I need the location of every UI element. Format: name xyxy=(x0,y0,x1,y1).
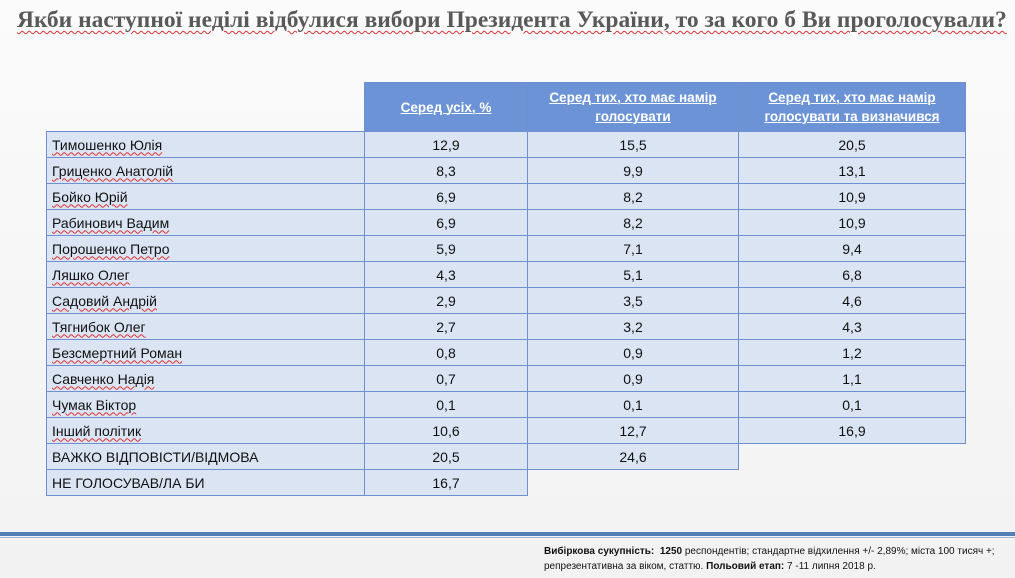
field-label: Польовий етап: xyxy=(706,561,785,572)
value-intend-decided: 1,1 xyxy=(738,365,966,392)
value-intend-decided: 9,4 xyxy=(738,235,966,262)
candidate-name: Савченко Надія xyxy=(52,370,155,387)
table-row: Порошенко Петро 5,9 7,1 9,4 xyxy=(46,235,966,262)
row-name: Гриценко Анатолій xyxy=(46,157,365,184)
value-all: 0,1 xyxy=(364,391,528,418)
empty-cell xyxy=(739,470,966,496)
row-name: Тимошенко Юлія xyxy=(46,131,365,158)
value-all: 2,9 xyxy=(364,287,528,314)
sample-label: Вибіркова сукупність: xyxy=(544,546,655,557)
value-intend: 9,9 xyxy=(527,157,739,184)
sample-text: респондентів; стандартне відхилення +/- … xyxy=(544,546,995,572)
candidate-name: Гриценко Анатолій xyxy=(52,162,174,179)
candidate-name: Тягнибок Олег xyxy=(52,318,146,335)
value-intend-decided: 10,9 xyxy=(738,209,966,236)
header-all: Серед усіх, % xyxy=(364,82,528,132)
value-all: 2,7 xyxy=(364,313,528,340)
methodology-note: Вибіркова сукупність: 1250 респондентів;… xyxy=(544,544,1014,574)
candidate-name: Ляшко Олег xyxy=(52,266,130,283)
table-row: Савченко Надія 0,7 0,9 1,1 xyxy=(46,365,966,392)
row-name: НЕ ГОЛОСУВАВ/ЛА БИ xyxy=(46,469,365,496)
value-intend-decided: 0,1 xyxy=(738,391,966,418)
value-all: 12,9 xyxy=(364,131,528,158)
sample-size: 1250 xyxy=(659,546,683,557)
header-blank-cell xyxy=(47,83,365,132)
value-intend-decided: 13,1 xyxy=(738,157,966,184)
row-name: Інший політик xyxy=(46,417,365,444)
field-dates: 7 -11 липня 2018 р. xyxy=(787,561,876,572)
header-intend-to-vote: Серед тих, хто має намір голосувати xyxy=(527,82,739,132)
value-intend: 0,9 xyxy=(527,339,739,366)
value-all: 4,3 xyxy=(364,261,528,288)
row-name: Бойко Юрій xyxy=(46,183,365,210)
value-intend: 0,1 xyxy=(527,391,739,418)
value-intend-decided: 10,9 xyxy=(738,183,966,210)
value-all: 20,5 xyxy=(364,443,528,470)
value-intend: 8,2 xyxy=(527,209,739,236)
value-all: 16,7 xyxy=(364,469,528,496)
value-intend-decided: 1,2 xyxy=(738,339,966,366)
value-intend: 3,2 xyxy=(527,313,739,340)
table-row: Безсмертний Роман 0,8 0,9 1,2 xyxy=(46,339,966,366)
row-name: Савченко Надія xyxy=(46,365,365,392)
candidate-name: Безсмертний Роман xyxy=(52,344,183,361)
footer-divider xyxy=(0,532,1015,536)
not-voting-row: НЕ ГОЛОСУВАВ/ЛА БИ 16,7 xyxy=(46,469,966,496)
candidate-name: Рабинович Вадим xyxy=(52,214,170,231)
value-all: 10,6 xyxy=(364,417,528,444)
empty-cell xyxy=(739,444,966,470)
candidate-name: Тимошенко Юлія xyxy=(52,136,163,153)
empty-cell xyxy=(528,470,739,496)
value-intend-decided: 16,9 xyxy=(738,417,966,444)
table-row: Ляшко Олег 4,3 5,1 6,8 xyxy=(46,261,966,288)
row-name: Безсмертний Роман xyxy=(46,339,365,366)
row-name: Садовий Андрій xyxy=(46,287,365,314)
table-row: Тягнибок Олег 2,7 3,2 4,3 xyxy=(46,313,966,340)
value-intend: 15,5 xyxy=(527,131,739,158)
value-intend-decided: 4,3 xyxy=(738,313,966,340)
table-row: Бойко Юрій 6,9 8,2 10,9 xyxy=(46,183,966,210)
row-name: Рабинович Вадим xyxy=(46,209,365,236)
header-intend-and-decided: Серед тих, хто має намір голосувати та в… xyxy=(738,82,966,132)
footer-divider-thin xyxy=(0,537,1015,538)
table-row: Чумак Віктор 0,1 0,1 0,1 xyxy=(46,391,966,418)
candidate-name: Порошенко Петро xyxy=(52,240,170,257)
row-name: Ляшко Олег xyxy=(46,261,365,288)
candidate-name: Садовий Андрій xyxy=(52,292,157,309)
value-all: 0,8 xyxy=(364,339,528,366)
row-name: ВАЖКО ВІДПОВІСТИ/ВІДМОВА xyxy=(46,443,365,470)
value-intend: 7,1 xyxy=(527,235,739,262)
value-all: 8,3 xyxy=(364,157,528,184)
value-intend: 0,9 xyxy=(527,365,739,392)
value-all: 6,9 xyxy=(364,209,528,236)
value-intend-decided: 20,5 xyxy=(738,131,966,158)
row-name: Порошенко Петро xyxy=(46,235,365,262)
header-row: Серед усіх, % Серед тих, хто має намір г… xyxy=(47,82,966,132)
table-row: Рабинович Вадим 6,9 8,2 10,9 xyxy=(46,209,966,236)
value-intend: 3,5 xyxy=(527,287,739,314)
table-row: Гриценко Анатолій 8,3 9,9 13,1 xyxy=(46,157,966,184)
row-name: Тягнибок Олег xyxy=(46,313,365,340)
candidate-name: Чумак Віктор xyxy=(52,396,137,413)
value-intend: 12,7 xyxy=(527,417,739,444)
table-row: Тимошенко Юлія 12,9 15,5 20,5 xyxy=(46,131,966,158)
candidate-name: Бойко Юрій xyxy=(52,188,128,205)
table-row: Інший політик 10,6 12,7 16,9 xyxy=(46,417,966,444)
value-intend-decided: 4,6 xyxy=(738,287,966,314)
value-intend: 5,1 xyxy=(527,261,739,288)
value-all: 6,9 xyxy=(364,183,528,210)
value-intend: 24,6 xyxy=(527,443,739,470)
value-intend: 8,2 xyxy=(527,183,739,210)
value-all: 0,7 xyxy=(364,365,528,392)
page-title: Якби наступної неділі відбулися вибори П… xyxy=(17,7,1007,33)
hard-to-answer-row: ВАЖКО ВІДПОВІСТИ/ВІДМОВА 20,5 24,6 xyxy=(46,443,966,470)
poll-table: Серед усіх, % Серед тих, хто має намір г… xyxy=(46,82,966,496)
candidate-rows: Тимошенко Юлія 12,9 15,5 20,5 Гриценко Анато… xyxy=(46,131,966,444)
row-name: Чумак Віктор xyxy=(46,391,365,418)
value-intend-decided: 6,8 xyxy=(738,261,966,288)
candidate-name: Інший політик xyxy=(52,422,142,439)
value-all: 5,9 xyxy=(364,235,528,262)
table-row: Садовий Андрій 2,9 3,5 4,6 xyxy=(46,287,966,314)
